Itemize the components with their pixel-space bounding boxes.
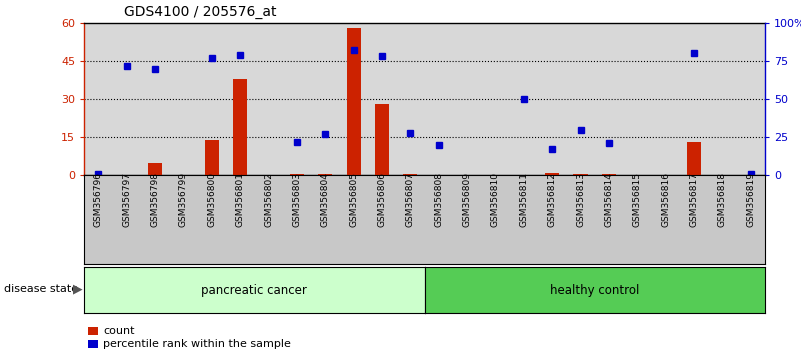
Text: GDS4100 / 205576_at: GDS4100 / 205576_at [124, 5, 276, 19]
Text: count: count [103, 326, 135, 336]
Bar [574, 174, 588, 175]
Bar [687, 142, 701, 175]
Bar [403, 174, 417, 175]
Text: percentile rank within the sample: percentile rank within the sample [103, 339, 292, 349]
Bar [602, 174, 616, 175]
Text: pancreatic cancer: pancreatic cancer [201, 284, 308, 297]
Bar [148, 162, 162, 175]
Bar [205, 140, 219, 175]
Bar [545, 173, 559, 175]
Bar [375, 104, 389, 175]
Text: ▶: ▶ [73, 282, 83, 295]
Bar [318, 174, 332, 175]
Text: healthy control: healthy control [550, 284, 639, 297]
Bar [233, 79, 248, 175]
Text: disease state: disease state [4, 284, 78, 293]
Bar [347, 28, 360, 175]
Bar [290, 174, 304, 175]
